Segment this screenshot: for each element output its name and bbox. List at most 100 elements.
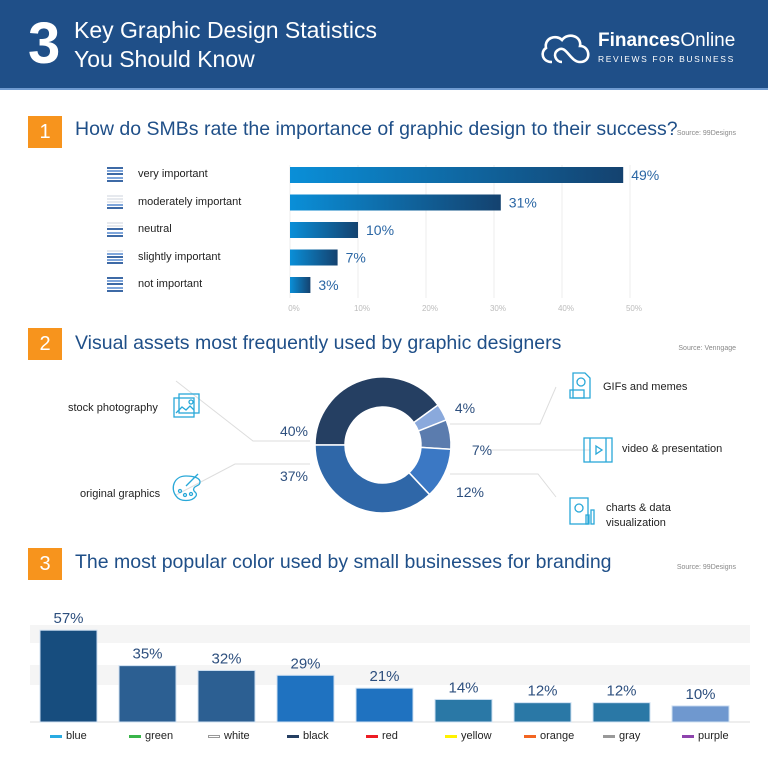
x-tick-label: 0% bbox=[288, 304, 300, 313]
importance-bar-chart: 0% 10% 20% 30% 40% 50%49%31%10%7%3% bbox=[288, 165, 659, 313]
section-1-title: How do SMBs rate the importance of graph… bbox=[75, 118, 678, 140]
legend-item: blue bbox=[50, 730, 87, 742]
label-stock-photography: stock photography bbox=[68, 402, 158, 414]
bar bbox=[290, 194, 501, 211]
header-number: 3 bbox=[28, 11, 61, 76]
legend-swatch bbox=[208, 734, 220, 738]
branding-color-bar-chart: 57% 35% 32% 29% 21% 14% 12% 12% 10% bbox=[30, 610, 750, 723]
section-3-source: Source: 99Designs bbox=[676, 564, 736, 571]
legend-label: blue bbox=[66, 730, 87, 742]
bar bbox=[355, 687, 414, 723]
bar-value-label: 7% bbox=[346, 250, 366, 266]
rating-level-icon bbox=[107, 222, 123, 238]
section-2-number: 2 bbox=[28, 328, 62, 360]
legend-item: gray bbox=[603, 730, 640, 742]
bar-value-label: 35% bbox=[132, 646, 162, 663]
section-2-title: Visual assets most frequently used by gr… bbox=[75, 332, 562, 354]
legend-swatch bbox=[50, 734, 62, 738]
bar bbox=[197, 669, 256, 723]
legend-label: green bbox=[145, 730, 174, 742]
category-label: neutral bbox=[138, 223, 172, 235]
legend-item: green bbox=[129, 730, 173, 742]
bar-value-label: 29% bbox=[290, 655, 320, 672]
legend-label: gray bbox=[619, 730, 641, 742]
rating-level-icon bbox=[107, 167, 123, 183]
title-line-1: Key Graphic Design Statistics bbox=[74, 17, 377, 43]
bar bbox=[513, 702, 572, 723]
bar bbox=[434, 698, 493, 723]
bar-value-label: 32% bbox=[211, 650, 241, 667]
bar bbox=[276, 674, 335, 723]
legend-swatch bbox=[287, 734, 299, 738]
label-charts-data: charts & data visualization bbox=[606, 502, 671, 529]
section-1-source: Source: 99Designs bbox=[676, 130, 736, 137]
category-label: slightly important bbox=[138, 250, 221, 263]
legend-label: yellow bbox=[461, 730, 492, 742]
bar-value-label: 49% bbox=[631, 167, 659, 183]
legend-swatch bbox=[603, 734, 615, 738]
chart-report-icon bbox=[569, 497, 595, 525]
x-tick-label: 40% bbox=[558, 304, 574, 313]
label-video-presentation: video & presentation bbox=[622, 443, 723, 455]
financesonline-logo[interactable]: FinancesOnline REVIEWS FOR BUSINESS bbox=[538, 30, 758, 70]
section-3-number: 3 bbox=[28, 548, 62, 580]
visual-assets-donut-chart: 40% 4% 7% 12% 37% bbox=[172, 372, 613, 525]
category-label: not important bbox=[138, 278, 203, 290]
legend-label: black bbox=[303, 730, 329, 742]
legend-label: orange bbox=[540, 730, 575, 742]
header-banner: 3 Key Graphic Design Statistics You Shou… bbox=[0, 0, 768, 90]
bar bbox=[290, 277, 311, 293]
legend-item: yellow bbox=[445, 730, 492, 742]
legend-swatch bbox=[682, 734, 694, 738]
label-gifs-memes: GIFs and memes bbox=[603, 381, 688, 393]
gif-file-icon bbox=[569, 372, 591, 399]
bar bbox=[118, 665, 177, 723]
x-tick-label: 30% bbox=[490, 304, 506, 313]
legend-item: black bbox=[287, 730, 329, 742]
slice-value-label: 7% bbox=[472, 442, 492, 458]
bar-value-label: 3% bbox=[318, 277, 338, 293]
rating-level-icon bbox=[107, 249, 123, 266]
x-tick-label: 10% bbox=[354, 304, 370, 313]
bar-value-label: 12% bbox=[606, 683, 636, 700]
slice-value-label: 37% bbox=[280, 468, 308, 484]
bar-value-label: 10% bbox=[366, 222, 394, 238]
legend-swatch bbox=[366, 734, 378, 738]
legend-swatch bbox=[524, 734, 536, 738]
palette-icon bbox=[172, 473, 201, 502]
tagline: REVIEWS FOR BUSINESS bbox=[598, 54, 735, 64]
brand-bold: Finances bbox=[598, 30, 681, 51]
title-line-2: You Should Know bbox=[74, 46, 255, 72]
section-3-title: The most popular color used by small bus… bbox=[75, 551, 612, 573]
legend-item: red bbox=[366, 730, 398, 742]
bar-value-label: 57% bbox=[53, 610, 83, 627]
legend-swatch bbox=[445, 734, 457, 738]
x-tick-label: 50% bbox=[626, 304, 642, 313]
brand-light: Online bbox=[680, 30, 736, 51]
bar bbox=[39, 629, 98, 723]
section-1-number: 1 bbox=[28, 116, 62, 148]
bar-value-label: 14% bbox=[448, 679, 478, 696]
donut-slice bbox=[314, 444, 431, 514]
legend-item: white bbox=[208, 730, 250, 742]
bar bbox=[290, 249, 338, 266]
bar bbox=[592, 702, 651, 723]
category-label: very important bbox=[138, 168, 208, 180]
legend-item: orange bbox=[524, 730, 574, 742]
bar-value-label: 21% bbox=[369, 668, 399, 685]
bar-value-label: 12% bbox=[527, 683, 557, 700]
section-2-source: Source: Venngage bbox=[678, 345, 736, 352]
slice-value-label: 12% bbox=[456, 484, 484, 500]
page-title: Key Graphic Design Statistics You Should… bbox=[74, 16, 377, 74]
bar bbox=[290, 167, 624, 183]
bar bbox=[671, 705, 730, 723]
legend-label: purple bbox=[698, 730, 729, 742]
slice-value-label: 4% bbox=[455, 400, 475, 416]
legend-label: red bbox=[382, 730, 398, 742]
category-label: moderately important bbox=[138, 195, 242, 208]
legend-swatch bbox=[129, 734, 141, 738]
rating-level-icon bbox=[107, 277, 123, 293]
cloud-logo-icon bbox=[541, 34, 590, 64]
label-original-graphics: original graphics bbox=[80, 488, 161, 500]
legend-item: purple bbox=[682, 730, 729, 742]
